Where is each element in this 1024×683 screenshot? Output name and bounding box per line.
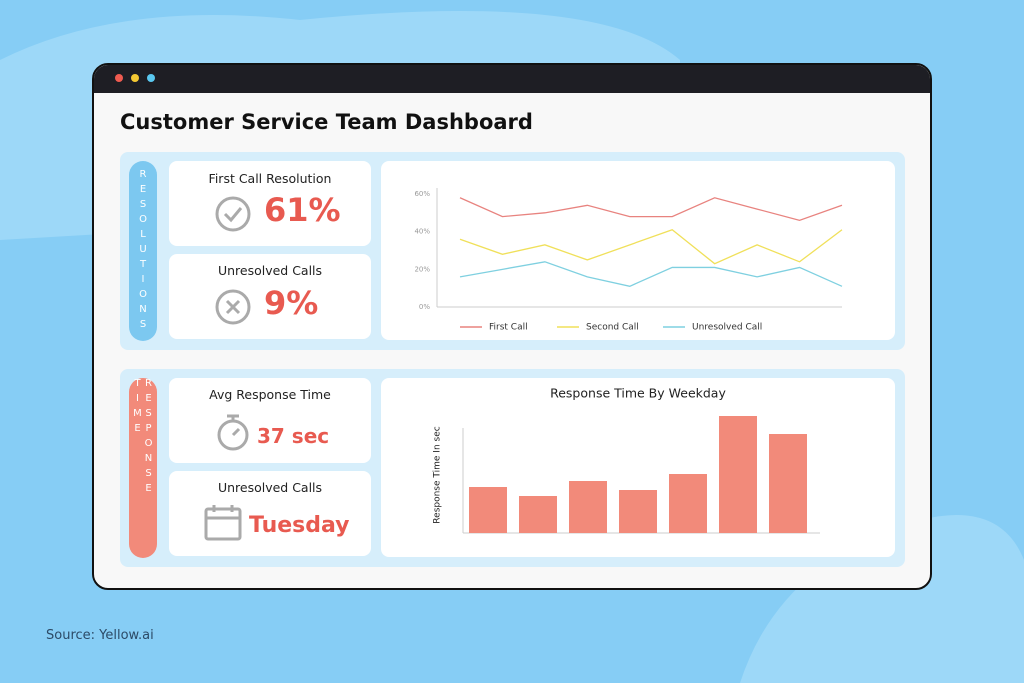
check-icon <box>215 196 251 232</box>
y-axis-label: Response Time In sec <box>433 426 443 523</box>
kpi-title: Unresolved Calls <box>217 263 323 278</box>
bar <box>769 434 807 533</box>
kpi-title: First Call Resolution <box>208 171 332 186</box>
y-tick-label: 60% <box>414 190 430 198</box>
line <box>459 229 843 265</box>
bar <box>469 487 507 533</box>
chart-card <box>381 161 895 340</box>
legend-label: First Call <box>489 323 528 333</box>
y-tick-label: 0% <box>419 303 430 311</box>
kpi-card: First Call Resolution 61% <box>169 161 371 246</box>
section-label: RESPONSE TIME <box>129 378 157 558</box>
bar <box>519 496 557 533</box>
line <box>459 197 843 222</box>
legend-label: Second Call <box>586 323 639 333</box>
bar <box>619 490 657 533</box>
chart-title: Response Time By Weekday <box>550 386 726 401</box>
dashboard-title: Customer Service Team Dashboard <box>120 110 533 134</box>
cross-icon <box>215 289 251 325</box>
stopwatch-icon <box>217 414 249 451</box>
kpi-title: Unresolved Calls <box>217 480 323 495</box>
calendar-icon <box>204 505 242 541</box>
window-dots <box>115 74 155 82</box>
kpi-value: 37 sec <box>257 424 330 448</box>
kpi-value: 61% <box>264 191 341 229</box>
kpi-card: Unresolved Calls Tuesday <box>169 471 371 556</box>
kpi-title: Avg Response Time <box>209 387 331 402</box>
kpi-value: 9% <box>264 284 319 322</box>
y-tick-label: 20% <box>414 265 430 273</box>
line <box>459 261 843 287</box>
kpi-card: Avg Response Time 37 sec <box>169 378 371 463</box>
section-label: RESOLUTIONS <box>129 161 157 341</box>
bar <box>569 481 607 533</box>
source: Source: Yellow.ai <box>46 628 154 643</box>
bar <box>669 474 707 533</box>
bar <box>719 416 757 533</box>
kpi-value: Tuesday <box>249 513 350 538</box>
title-bar <box>94 65 930 93</box>
kpi-card: Unresolved Calls 9% <box>169 254 371 339</box>
legend-label: Unresolved Call <box>692 323 762 333</box>
y-tick-label: 40% <box>414 228 430 236</box>
